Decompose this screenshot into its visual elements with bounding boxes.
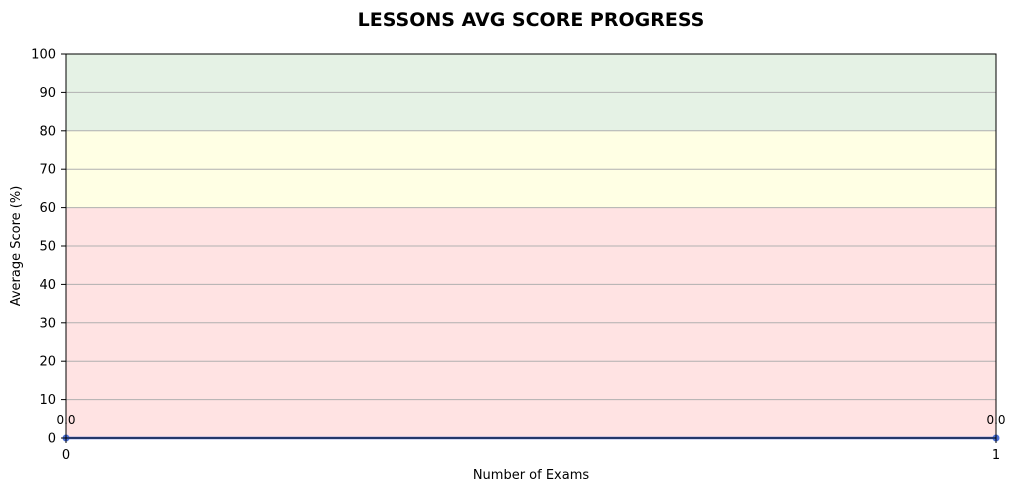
data-label-0: 0.0	[56, 413, 75, 427]
y-tick-label-40: 40	[39, 278, 56, 293]
y-tick-label-100: 100	[31, 48, 56, 63]
data-labels: 0.0 0.0	[56, 413, 1005, 427]
y-tick-label-20: 20	[39, 355, 56, 370]
data-label-1: 0.0	[986, 413, 1005, 427]
y-tick-label-70: 70	[39, 163, 56, 178]
y-tick-label-90: 90	[39, 86, 56, 101]
gridlines	[66, 91, 996, 401]
y-axis-label: Average Score (%)	[9, 186, 24, 307]
y-tick-label-50: 50	[39, 240, 56, 255]
y-tick-label-80: 80	[39, 124, 56, 139]
y-tick-label-0: 0	[48, 432, 56, 447]
y-tick-label-60: 60	[39, 201, 56, 216]
chart-title: LESSONS AVG SCORE PROGRESS	[358, 9, 705, 31]
x-axis-label: Number of Exams	[473, 468, 590, 483]
y-tick-label-10: 10	[39, 393, 56, 408]
y-axis-ticks: 0 10 20 30 40 50 60 70 80 90 100	[31, 48, 66, 447]
x-tick-label-1: 1	[992, 448, 1000, 463]
x-tick-label-0: 0	[62, 448, 70, 463]
y-tick-label-30: 30	[39, 316, 56, 331]
